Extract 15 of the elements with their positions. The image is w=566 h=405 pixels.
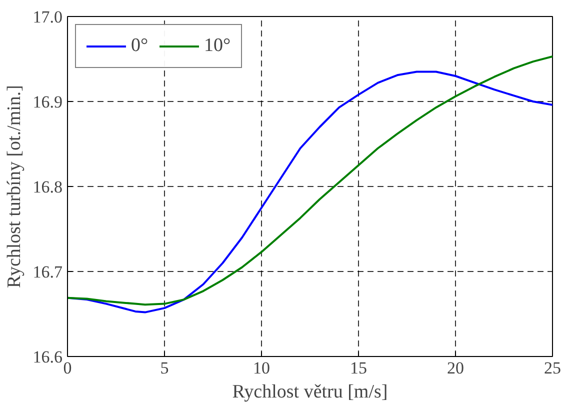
x-tick-label: 15 xyxy=(350,358,367,378)
legend-label: 10° xyxy=(204,35,231,57)
x-tick-label: 5 xyxy=(160,358,169,378)
x-tick-label: 25 xyxy=(544,358,561,378)
y-tick-label: 16.7 xyxy=(32,262,63,282)
y-tick-label: 16.6 xyxy=(32,348,62,366)
y-tick-label: 16.8 xyxy=(32,178,62,196)
legend-label: 0° xyxy=(131,35,150,57)
x-axis-title: Rychlost větru [m/s] xyxy=(232,382,388,402)
y-tick-label: 17.0 xyxy=(32,8,62,26)
x-tick-label: 0 xyxy=(63,358,72,378)
y-axis-title: Rychlost turbíny [ot./min.] xyxy=(4,85,25,288)
y-tick-label: 16.9 xyxy=(32,92,62,112)
x-tick-label: 10 xyxy=(253,358,270,378)
x-tick-label: 20 xyxy=(447,358,464,378)
